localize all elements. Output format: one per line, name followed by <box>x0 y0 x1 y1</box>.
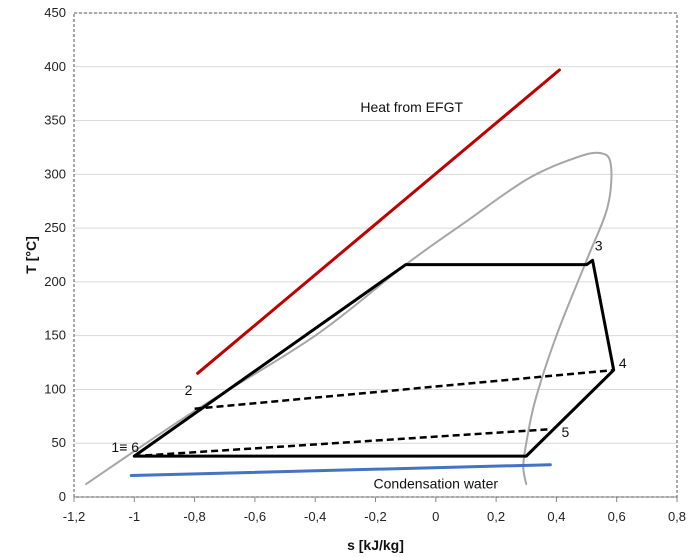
state-point-label: 2 <box>185 382 193 398</box>
y-tick-label: 350 <box>44 113 66 128</box>
x-axis-title: s [kJ/kg] <box>347 537 404 553</box>
state-point-label: 1≡ 6 <box>111 439 139 455</box>
y-tick-label: 0 <box>59 489 66 504</box>
x-tick-label: -0,8 <box>183 509 205 524</box>
x-tick-label: 0,2 <box>487 509 505 524</box>
y-tick-label: 250 <box>44 220 66 235</box>
dashed-process-line <box>194 368 614 411</box>
x-tick-label: 0 <box>432 509 439 524</box>
y-tick-label: 450 <box>44 5 66 20</box>
x-tick-label: 0,6 <box>608 509 626 524</box>
cycle-line <box>132 258 616 458</box>
x-tick-label: -1,2 <box>63 509 85 524</box>
y-tick-label: 50 <box>52 435 66 450</box>
x-tick-label: -0,4 <box>304 509 326 524</box>
grid <box>73 12 678 502</box>
condensation-water-line <box>129 463 552 477</box>
data-layer <box>85 68 616 486</box>
annotation-label: Condensation water <box>374 475 499 491</box>
plot-frame <box>73 12 678 498</box>
y-tick-label: 150 <box>44 328 66 343</box>
y-tick-label: 100 <box>44 381 66 396</box>
labels: 1≡ 6 2 3 4 5 Heat from EFGT Condensation water <box>111 99 626 491</box>
y-tick-label: 400 <box>44 59 66 74</box>
state-point-label: 5 <box>562 424 570 440</box>
annotation-label: Heat from EFGT <box>360 99 463 115</box>
saturation-curve <box>85 151 613 486</box>
state-point-label: 3 <box>595 238 603 254</box>
state-point-label: 4 <box>619 355 627 371</box>
x-tick-label: 0,4 <box>547 509 565 524</box>
x-tick-label: -1 <box>129 509 141 524</box>
y-tick-label: 300 <box>44 166 66 181</box>
y-tick-label: 200 <box>44 274 66 289</box>
heat-from-efgt-line <box>196 68 561 375</box>
y-axis-title: T [°C] <box>23 236 39 273</box>
dashed-process-line <box>134 427 551 458</box>
x-tick-label: -0,2 <box>364 509 386 524</box>
x-tick-label: 0,8 <box>668 509 686 524</box>
x-tick-label: -0,6 <box>244 509 266 524</box>
